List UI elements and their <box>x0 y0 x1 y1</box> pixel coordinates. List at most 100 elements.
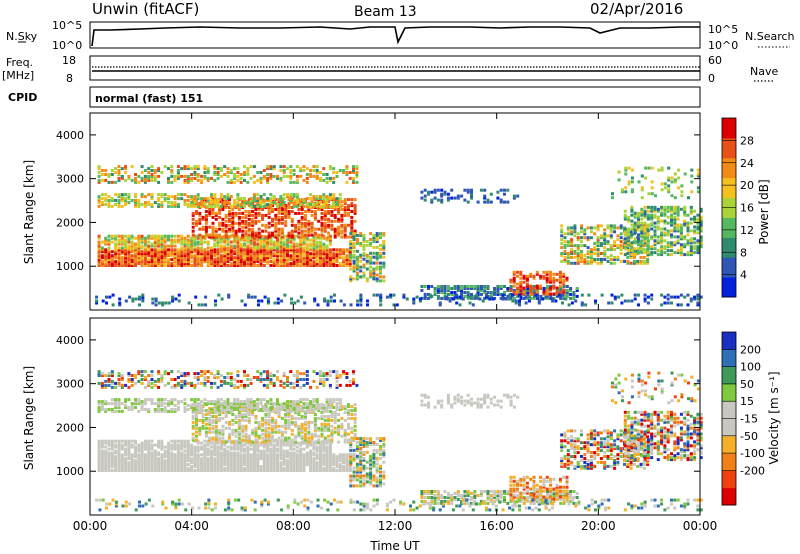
power-cell <box>325 256 329 260</box>
velocity-cell <box>309 449 313 453</box>
velocity-cell <box>211 418 215 422</box>
power-cell <box>355 257 359 261</box>
velocity-cell <box>143 445 147 449</box>
power-cell <box>545 270 549 274</box>
velocity-cell <box>186 445 190 449</box>
power-cell <box>114 242 118 246</box>
power-cell <box>347 235 350 239</box>
power-cell <box>223 246 227 250</box>
power-cell <box>322 167 326 171</box>
power-cell <box>140 240 144 244</box>
power-cell <box>259 242 263 246</box>
power-cell <box>696 217 700 221</box>
power-cell <box>287 211 291 215</box>
power-cell <box>290 231 294 235</box>
velocity-cell <box>196 449 200 453</box>
power-cell <box>236 258 240 262</box>
velocity-cell <box>345 453 349 457</box>
power-cell <box>485 293 488 297</box>
power-cell <box>97 204 101 208</box>
power-cell <box>213 173 217 176</box>
freq-tick-top: 18 <box>62 54 76 67</box>
power-cell <box>337 217 341 221</box>
power-cell <box>114 171 118 174</box>
power-cell <box>228 210 231 213</box>
power-cell <box>646 225 650 229</box>
power-cell <box>208 202 212 206</box>
power-cell <box>203 174 207 178</box>
power-cell <box>337 227 341 231</box>
velocity-cell <box>295 445 299 449</box>
power-cell <box>134 173 137 176</box>
power-cell <box>369 251 373 255</box>
velocity-cell <box>170 463 174 467</box>
power-cell <box>423 188 427 192</box>
power-cell <box>157 258 161 262</box>
power-cell <box>289 193 293 197</box>
power-cell <box>542 292 546 296</box>
power-cell <box>147 260 151 264</box>
power-cell <box>269 197 273 201</box>
power-cell <box>572 292 576 296</box>
power-cell <box>243 165 246 169</box>
power-cell <box>330 227 334 231</box>
power-cell <box>284 221 288 225</box>
velocity-cell <box>272 457 276 461</box>
power-cell <box>499 292 503 296</box>
power-cell <box>170 242 174 246</box>
velocity-cell <box>244 418 248 422</box>
power-cell <box>630 180 634 184</box>
power-cell <box>325 204 329 208</box>
power-cell <box>251 223 255 227</box>
power-cell <box>322 258 326 262</box>
power-cell <box>191 217 195 221</box>
power-cell <box>647 166 651 170</box>
power-cell <box>489 292 493 296</box>
power-cell <box>372 238 376 241</box>
velocity-cell <box>214 440 218 444</box>
power-cell <box>150 173 154 176</box>
velocity-cell <box>345 457 349 461</box>
power-cell <box>297 211 301 215</box>
power-cell <box>355 255 359 259</box>
power-cell <box>127 254 131 258</box>
power-cell <box>233 173 237 176</box>
power-cell <box>180 248 184 252</box>
power-cell <box>565 278 569 282</box>
power-cell <box>246 201 250 204</box>
power-cell <box>436 294 440 298</box>
power-cell <box>637 251 640 255</box>
velocity-cell <box>195 418 198 422</box>
velocity-cell <box>237 438 241 442</box>
power-cell <box>657 168 661 172</box>
power-cell <box>97 236 101 240</box>
power-cell <box>623 247 627 251</box>
power-cell <box>180 238 184 242</box>
velocity-cell <box>276 449 279 453</box>
power-cell <box>637 247 640 251</box>
power-cell <box>176 238 180 242</box>
power-cell <box>236 254 240 258</box>
velocity-cell <box>345 461 349 465</box>
power-cell <box>110 236 114 240</box>
power-cell <box>216 242 220 246</box>
power-cell <box>686 253 690 257</box>
power-cell <box>127 238 131 242</box>
power-cell <box>586 246 590 250</box>
velocity-cell <box>193 469 197 472</box>
power-cell <box>196 252 200 256</box>
power-cell <box>249 197 253 201</box>
velocity-cell <box>180 469 184 472</box>
velocity-cell <box>332 463 336 467</box>
power-cell <box>223 264 227 267</box>
velocity-cell <box>110 455 114 459</box>
velocity-cell <box>203 449 207 453</box>
power-colorbar-swatch <box>722 118 736 139</box>
velocity-cell <box>208 420 212 424</box>
power-cell <box>522 274 526 278</box>
power-cell <box>348 176 352 180</box>
power-cell <box>246 254 250 258</box>
power-cell <box>640 207 644 211</box>
power-cell <box>696 301 700 305</box>
power-cell <box>423 198 427 202</box>
